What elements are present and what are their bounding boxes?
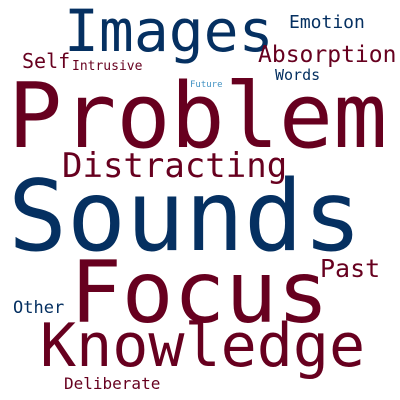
word-knowledge: Knowledge: [40, 311, 366, 381]
word-absorption: Absorption: [258, 42, 397, 68]
word-intrusive: Intrusive: [72, 59, 143, 74]
word-words: Words: [275, 66, 321, 84]
word-future: Future: [190, 80, 223, 90]
word-past: Past: [320, 254, 381, 283]
word-deliberate: Deliberate: [64, 374, 161, 393]
word-sounds: Sounds: [8, 160, 363, 274]
word-problem: Problem: [8, 64, 388, 169]
word-other: Other: [13, 298, 65, 318]
word-self: Self: [22, 49, 71, 73]
word-images: Images: [64, 0, 274, 65]
word-distracting: Distracting: [62, 146, 288, 186]
word-emotion: Emotion: [289, 12, 365, 33]
word-focus: Focus: [70, 243, 329, 343]
